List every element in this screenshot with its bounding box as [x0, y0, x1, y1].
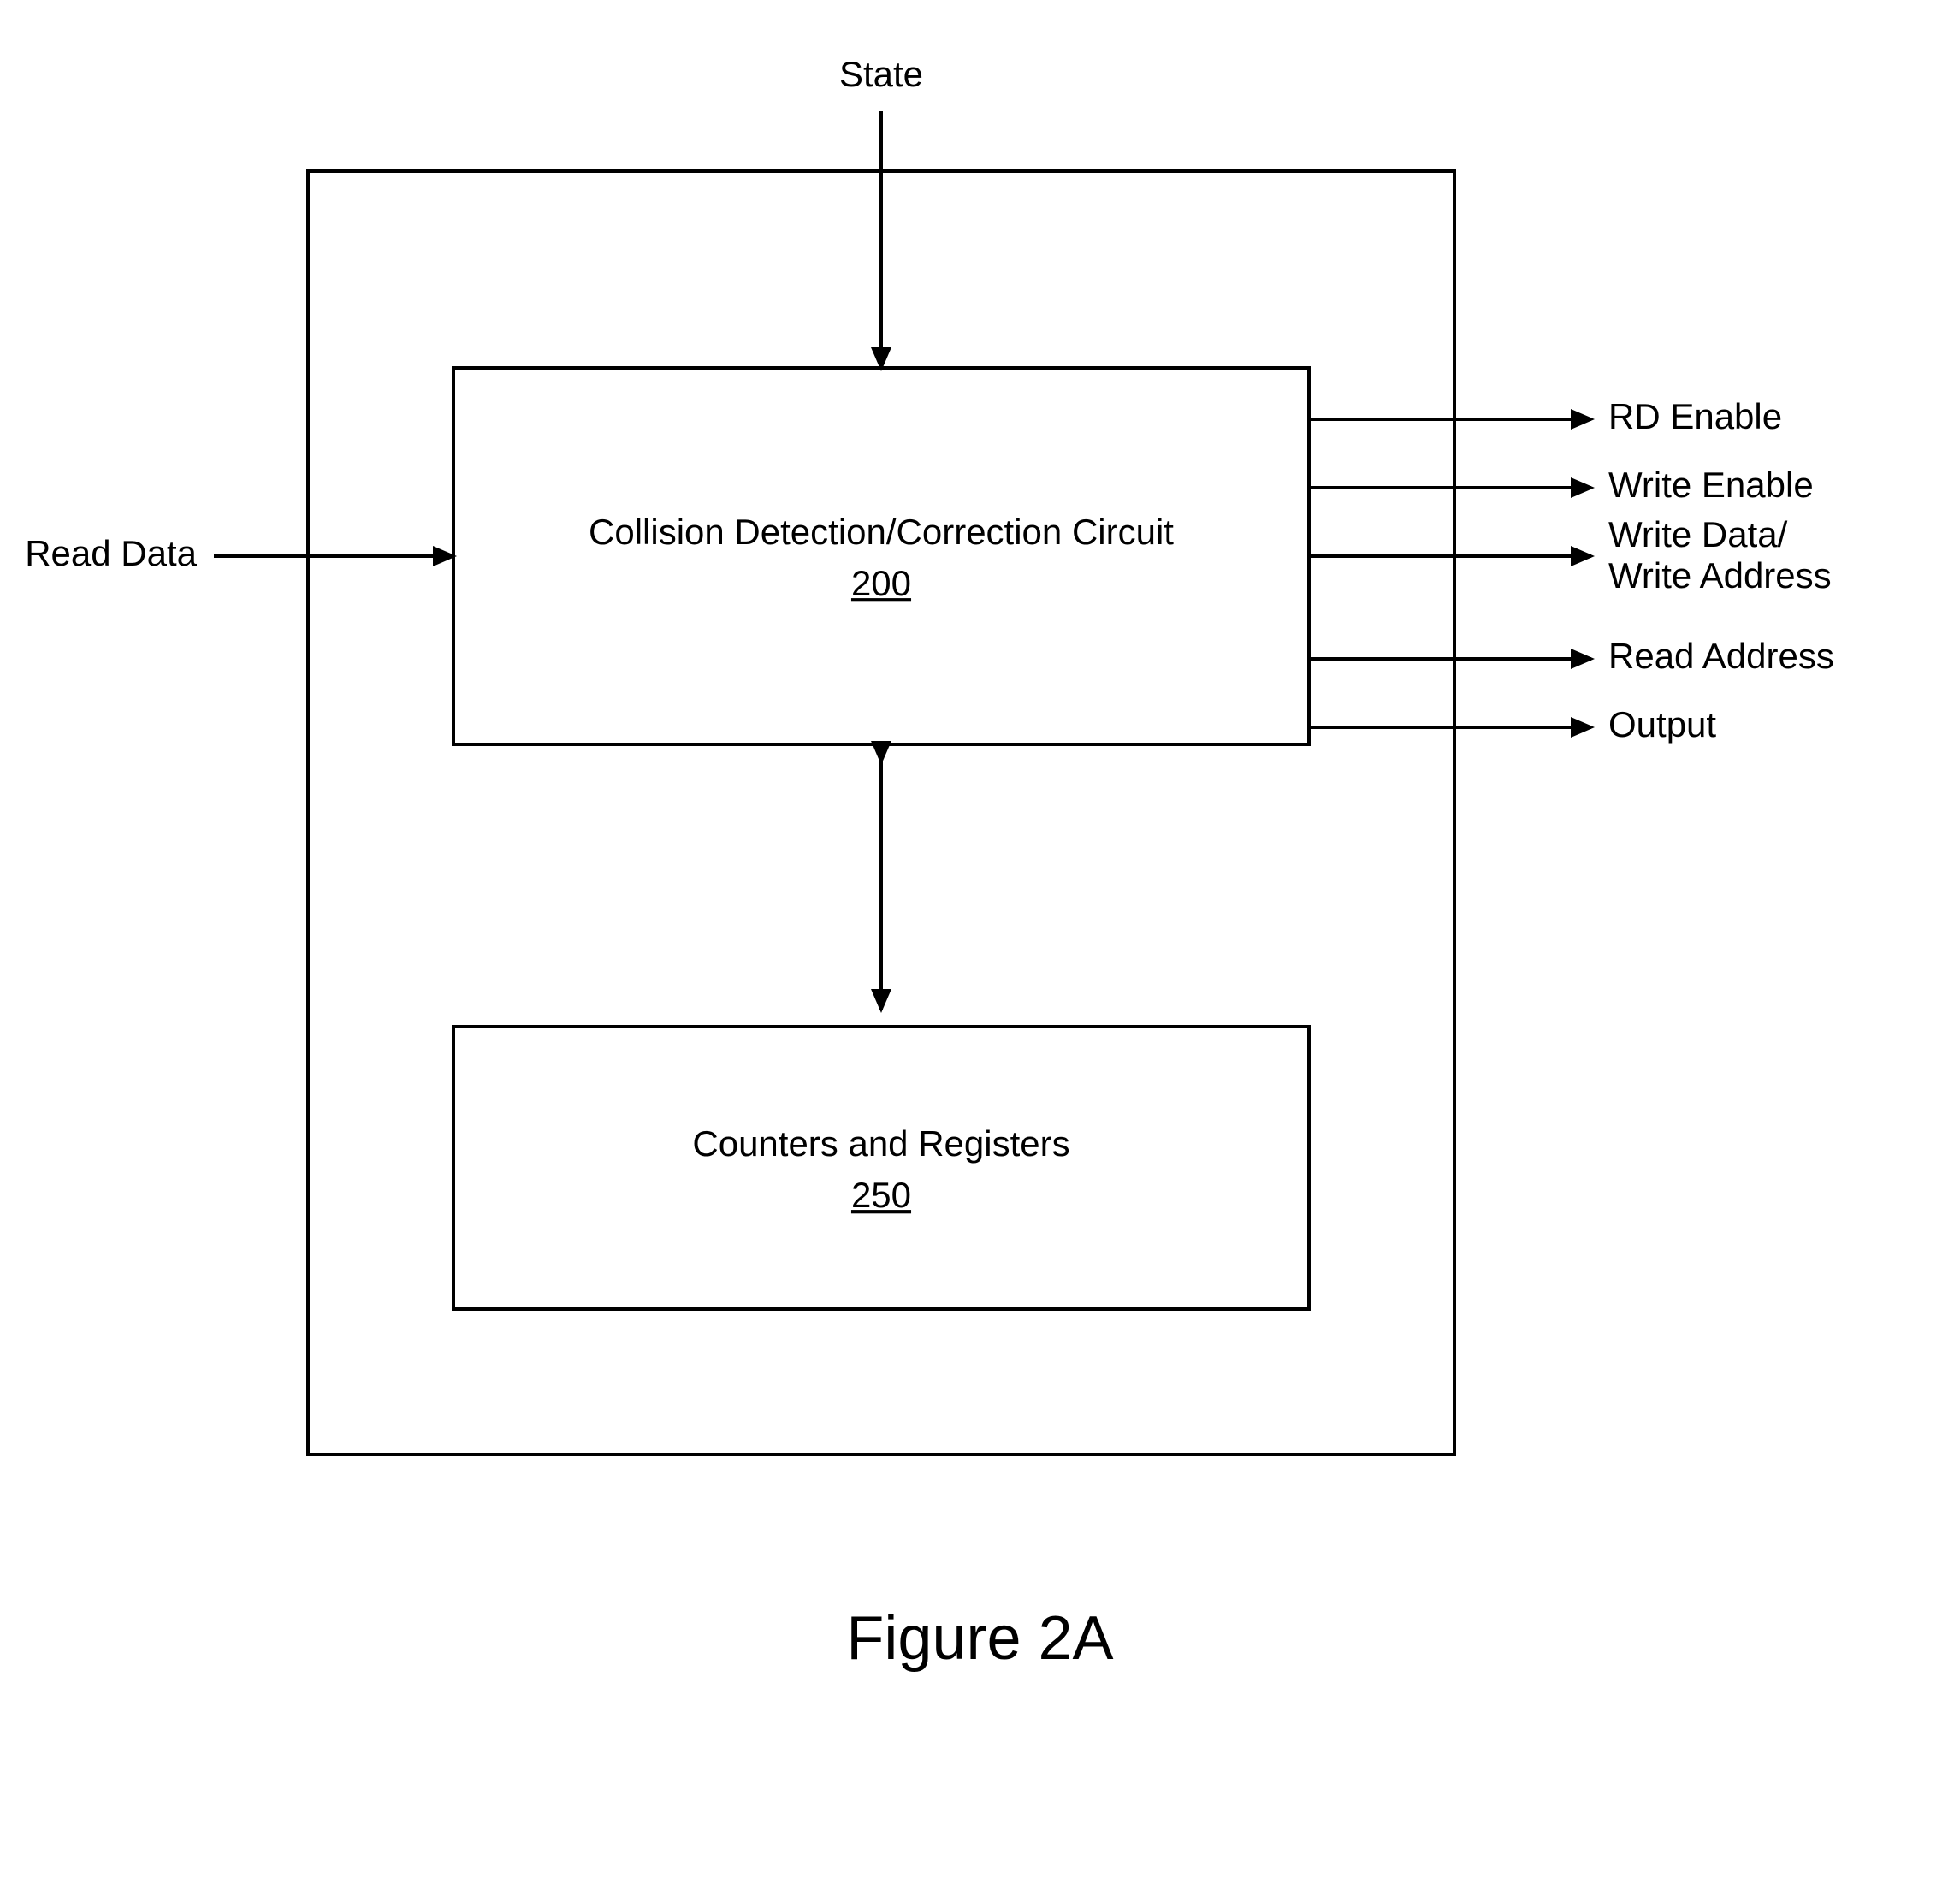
output-label-1: Write Enable [1608, 465, 1814, 505]
sub-block-box [453, 1027, 1309, 1309]
main-block-box [453, 368, 1309, 744]
output-label-2-l2: Write Address [1608, 555, 1832, 595]
output-label-0: RD Enable [1608, 396, 1782, 436]
output-label-4: Output [1608, 704, 1716, 744]
read-data-label: Read Data [25, 533, 197, 573]
main-block-title: Collision Detection/Correction Circuit [589, 512, 1174, 552]
figure-caption: Figure 2A [846, 1604, 1113, 1673]
state-label: State [839, 54, 923, 94]
output-label-2-l1: Write Data/ [1608, 514, 1788, 554]
sub-block-title: Counters and Registers [692, 1123, 1069, 1164]
sub-block-ref: 250 [851, 1175, 911, 1215]
main-block-ref: 200 [851, 563, 911, 603]
output-label-3: Read Address [1608, 636, 1834, 676]
